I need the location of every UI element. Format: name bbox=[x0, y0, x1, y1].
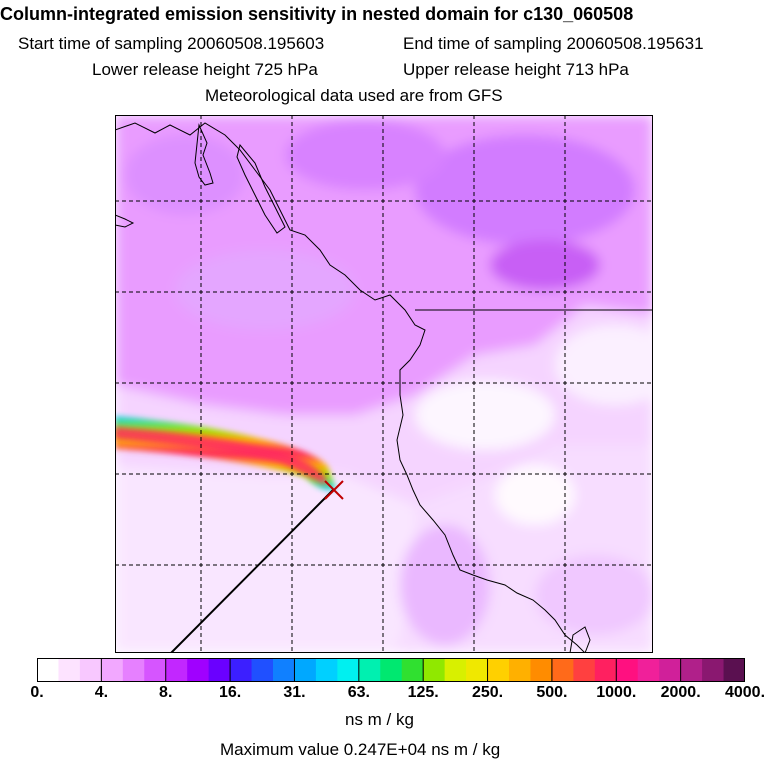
colorbar-cell bbox=[551, 658, 574, 682]
coastlines bbox=[115, 122, 653, 653]
grid-lines bbox=[115, 115, 653, 653]
emission-plume bbox=[115, 416, 336, 491]
colorbar-cell bbox=[444, 658, 467, 682]
colorbar-units: ns m / kg bbox=[345, 710, 414, 729]
colorbar-cell bbox=[358, 658, 381, 682]
colorbar-cell bbox=[79, 658, 102, 682]
colorbar-cell bbox=[530, 658, 553, 682]
colorbar-cell bbox=[637, 658, 660, 682]
colorbar-tick-label: 4. bbox=[94, 684, 109, 701]
colorbar-cell bbox=[144, 658, 167, 682]
colorbar-tick-label: 250. bbox=[471, 684, 504, 701]
colorbar-tick-label: 125. bbox=[407, 684, 439, 701]
colorbar-dividers bbox=[100, 658, 682, 682]
lower-release-label: Lower release height 725 hPa bbox=[92, 60, 318, 79]
colorbar-cell bbox=[380, 658, 403, 682]
colorbar-cell bbox=[573, 658, 596, 682]
plot-title: Column-integrated emission sensitivity i… bbox=[0, 4, 634, 24]
colorbar-cell bbox=[423, 658, 446, 682]
sensitivity-field bbox=[115, 115, 653, 653]
colorbar-cell bbox=[37, 658, 59, 682]
colorbar-cell bbox=[101, 658, 124, 682]
colorbar-cell bbox=[509, 658, 531, 682]
colorbar-cell bbox=[230, 658, 253, 682]
colorbar-cell bbox=[294, 658, 317, 682]
sensitivity-map bbox=[115, 115, 653, 653]
colorbar-tick-label: 500. bbox=[536, 684, 568, 701]
colorbar-cell bbox=[337, 658, 360, 682]
met-data-label: Meteorological data used are from GFS bbox=[205, 86, 503, 105]
trajectory bbox=[170, 480, 344, 653]
colorbar-cell bbox=[401, 658, 424, 682]
colorbar-cell bbox=[273, 658, 295, 682]
end-time-label: End time of sampling 20060508.195631 bbox=[403, 34, 704, 53]
colorbar-cell bbox=[702, 658, 725, 682]
colorbar-tick-label: 8. bbox=[159, 684, 173, 701]
colorbar-cell bbox=[187, 658, 210, 682]
colorbar-tick-label: 4000. bbox=[724, 684, 766, 701]
colorbar-cell bbox=[466, 658, 489, 682]
colorbar-tick-label: 31. bbox=[283, 684, 306, 701]
colorbar-tick-label: 1000. bbox=[596, 684, 637, 701]
release-point-marker bbox=[324, 480, 344, 500]
colorbar-cell bbox=[616, 658, 639, 682]
colorbar-cell bbox=[723, 658, 745, 682]
colorbar-cell bbox=[315, 658, 338, 682]
colorbar-tick-label: 16. bbox=[218, 684, 242, 701]
colorbar-tick-label: 0. bbox=[30, 684, 44, 701]
colorbar-cells bbox=[37, 658, 745, 682]
colorbar-cell bbox=[659, 658, 682, 682]
upper-release-label: Upper release height 713 hPa bbox=[403, 60, 629, 79]
colorbar-cell bbox=[122, 658, 145, 682]
colorbar-cell bbox=[594, 658, 617, 682]
colorbar bbox=[37, 658, 745, 682]
map-frame bbox=[115, 115, 653, 653]
colorbar-frame bbox=[37, 658, 745, 682]
colorbar-cell bbox=[487, 658, 510, 682]
colorbar-cell bbox=[208, 658, 231, 682]
colorbar-cell bbox=[680, 658, 703, 682]
colorbar-tick-label: 63. bbox=[347, 684, 370, 701]
maximum-value-label: Maximum value 0.247E+04 ns m / kg bbox=[220, 740, 501, 759]
start-time-label: Start time of sampling 20060508.195603 bbox=[18, 34, 325, 53]
colorbar-cell bbox=[251, 658, 274, 682]
colorbar-cell bbox=[165, 658, 188, 682]
colorbar-tick-label: 2000. bbox=[660, 684, 701, 701]
colorbar-cell bbox=[58, 658, 81, 682]
